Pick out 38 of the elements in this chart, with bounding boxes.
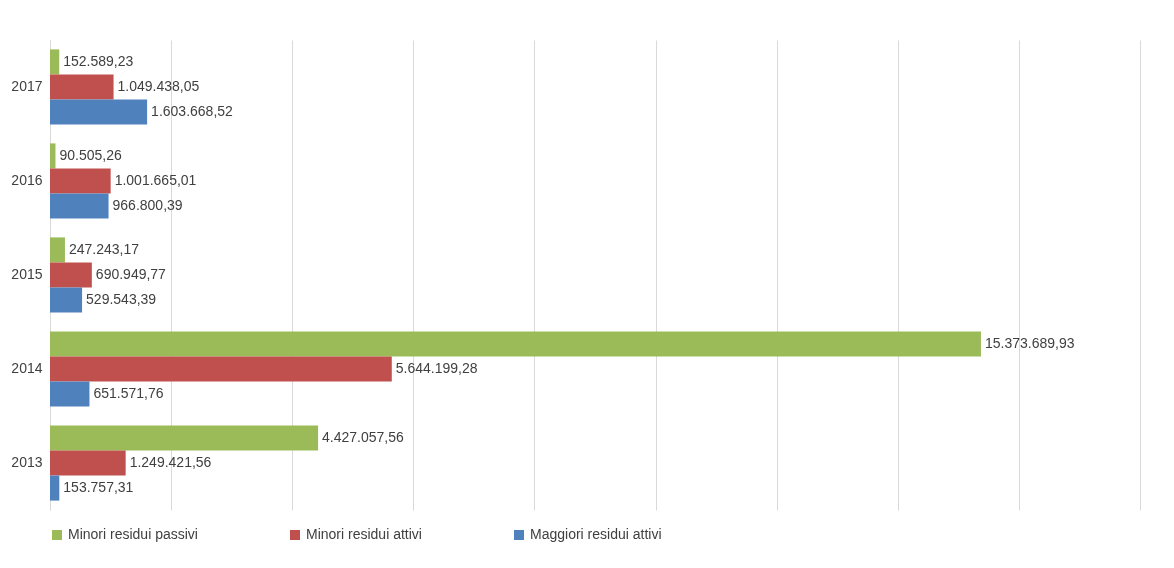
- bar: [50, 475, 60, 501]
- data-label: 247.243,17: [68, 240, 140, 257]
- legend-label: Maggiori residui attivi: [530, 526, 662, 542]
- bar: [50, 425, 319, 451]
- data-label: 1.249.421,56: [129, 454, 212, 470]
- data-label: 152.589,23: [63, 52, 134, 69]
- data-label: 15.373.689,93: [984, 334, 1075, 351]
- y-tick-label: 2014: [11, 360, 43, 376]
- legend-label: Minori residui passivi: [68, 526, 198, 542]
- bar: [50, 168, 111, 194]
- data-label: 4.427.057,56: [322, 428, 405, 445]
- bar: [50, 331, 981, 357]
- y-tick-label: 2015: [11, 266, 43, 282]
- bar: [50, 356, 392, 382]
- data-label: 529.543,39: [86, 291, 157, 308]
- data-label: 153.757,31: [63, 479, 134, 496]
- data-label: 1.001.665,01: [114, 172, 197, 188]
- y-tick-label: 2013: [11, 454, 43, 470]
- bar: [50, 381, 90, 407]
- bar: [50, 237, 65, 263]
- y-tick-label: 2016: [11, 172, 43, 188]
- legend-label: Minori residui attivi: [306, 526, 422, 542]
- bar: [50, 450, 126, 476]
- data-label: 1.603.668,52: [151, 103, 234, 120]
- bar: [50, 74, 114, 100]
- bar: [50, 143, 56, 169]
- bar: [50, 99, 148, 125]
- data-label: 966.800,39: [112, 197, 183, 214]
- bar: [50, 193, 109, 219]
- data-label: 1.049.438,05: [117, 78, 200, 94]
- data-label: 90.505,26: [59, 146, 122, 163]
- bar: [50, 49, 60, 75]
- bar: [50, 262, 92, 288]
- data-label: 5.644.199,28: [395, 360, 478, 376]
- data-label: 651.571,76: [93, 385, 164, 402]
- data-label: 690.949,77: [95, 266, 167, 282]
- y-tick-label: 2017: [11, 78, 43, 94]
- bar: [50, 287, 83, 313]
